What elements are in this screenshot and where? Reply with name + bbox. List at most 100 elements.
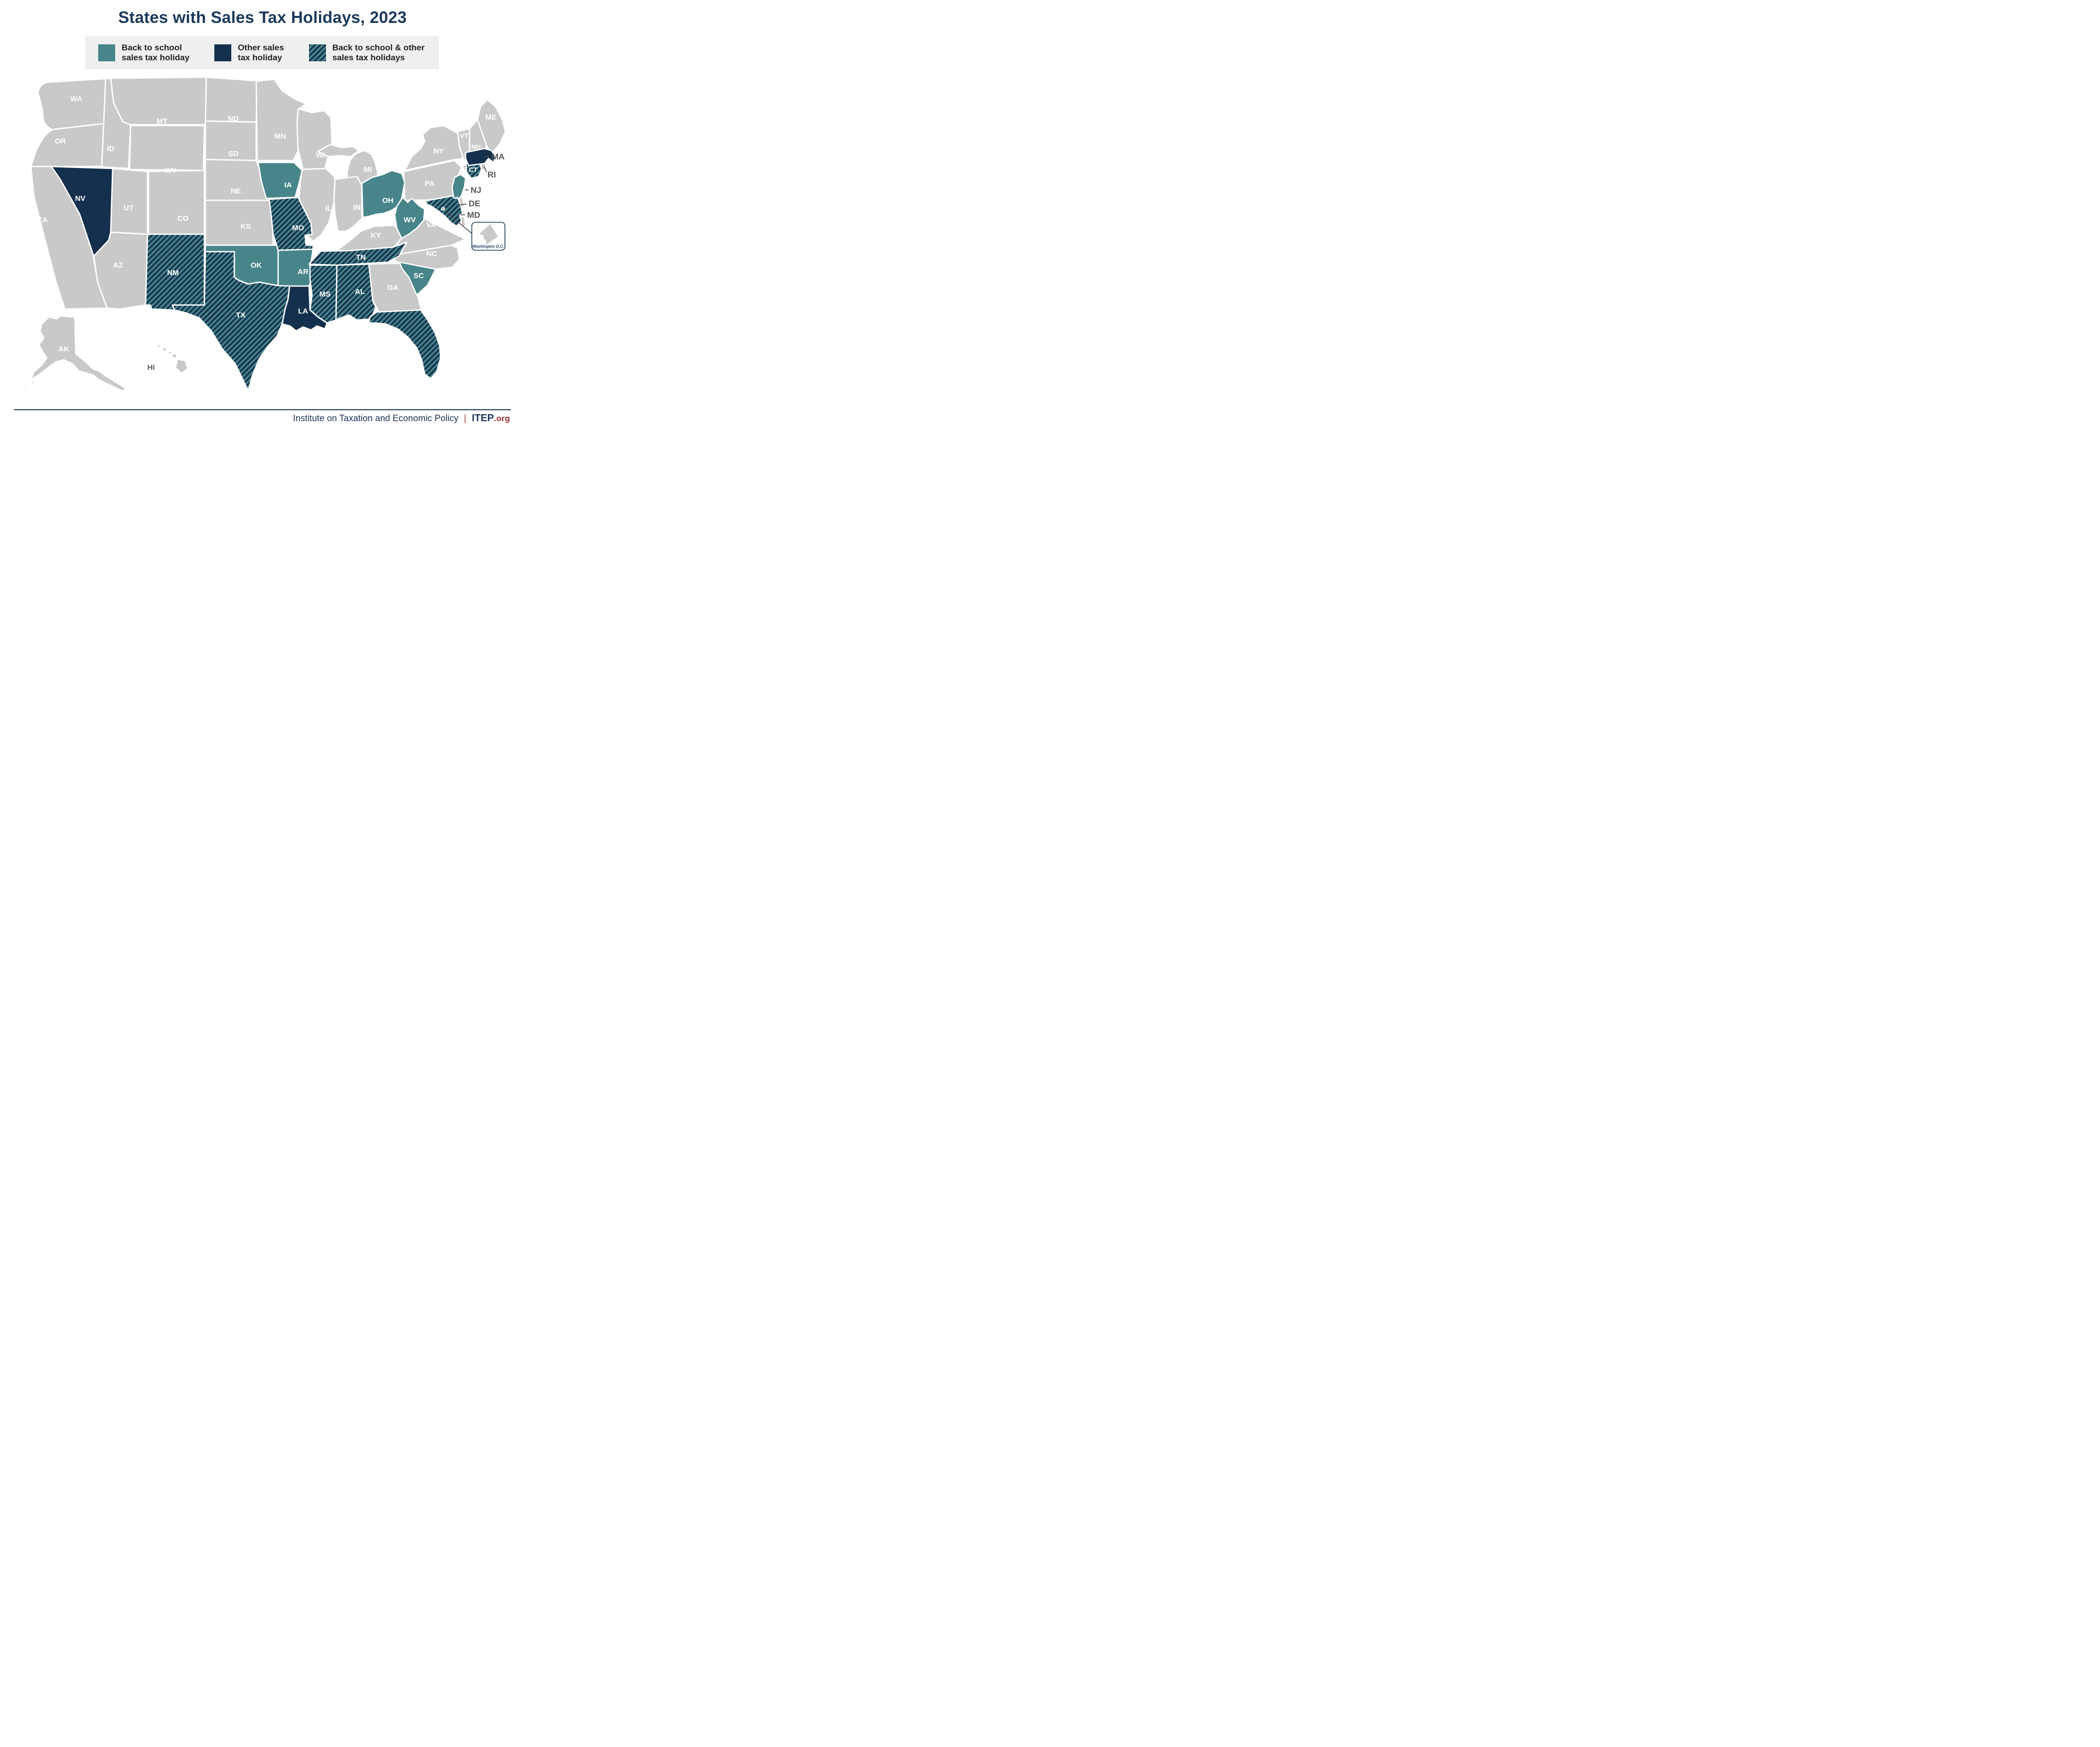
state-label-sc: SC bbox=[414, 272, 424, 280]
state-label-nv: NV bbox=[75, 194, 86, 203]
state-label-pa: PA bbox=[425, 179, 435, 188]
footer: Institute on Taxation and Economic Polic… bbox=[293, 413, 510, 424]
state-ak-island bbox=[23, 384, 28, 388]
state-label-mo: MO bbox=[292, 224, 304, 232]
legend-label-other: Other sales tax holiday bbox=[238, 43, 284, 63]
state-label-ia: IA bbox=[285, 181, 292, 189]
state-tx bbox=[171, 251, 291, 392]
legend-item-other: Other sales tax holiday bbox=[214, 43, 284, 63]
state-label-ca: CA bbox=[37, 216, 48, 224]
dc-dot bbox=[441, 207, 445, 211]
legend-swatch-back-to-school bbox=[98, 44, 115, 61]
state-label-de: DE bbox=[469, 199, 481, 208]
state-mi-upper bbox=[317, 144, 360, 158]
state-la bbox=[281, 285, 328, 332]
state-nv bbox=[50, 165, 114, 257]
legend-label-line: tax holiday bbox=[238, 52, 282, 62]
infographic-page: States with Sales Tax Holidays, 2023 Bac… bbox=[0, 0, 525, 437]
state-label-ut: UT bbox=[124, 204, 134, 212]
state-label-ct: CT bbox=[469, 166, 477, 173]
state-label-ky: KY bbox=[371, 231, 381, 240]
legend-label-both: Back to school & other sales tax holiday… bbox=[332, 43, 425, 63]
state-label-hi: HI bbox=[148, 363, 155, 372]
legend-swatch-other bbox=[214, 44, 232, 61]
state-label-al: AL bbox=[355, 288, 365, 296]
state-label-mi: MI bbox=[364, 165, 372, 174]
state-va-eastern-shore bbox=[460, 215, 467, 228]
state-ny bbox=[404, 125, 464, 171]
state-ma bbox=[465, 148, 496, 166]
legend-label-line: sales tax holiday bbox=[122, 52, 190, 62]
state-label-tx: TX bbox=[236, 311, 245, 319]
legend-swatch-both bbox=[309, 44, 326, 61]
state-label-nm: NM bbox=[167, 269, 178, 277]
footer-divider bbox=[14, 409, 511, 410]
legend-label-line: Back to school & other bbox=[332, 42, 425, 52]
state-ak bbox=[30, 315, 128, 392]
state-label-md: MD bbox=[467, 210, 480, 220]
legend-label-back-to-school: Back to school sales tax holiday bbox=[122, 43, 189, 63]
state-hi-oahu bbox=[162, 346, 167, 352]
state-label-ga: GA bbox=[387, 284, 399, 292]
state-label-va: VA bbox=[426, 221, 436, 229]
state-wy bbox=[129, 125, 205, 171]
state-label-ok: OK bbox=[251, 261, 262, 270]
legend-item-both: Back to school & other sales tax holiday… bbox=[309, 43, 425, 63]
state-label-wv: WV bbox=[404, 216, 416, 224]
state-hi-molokai bbox=[167, 350, 173, 354]
state-ks bbox=[204, 199, 274, 246]
legend-label-line: Back to school bbox=[122, 42, 182, 52]
state-ia bbox=[257, 161, 303, 199]
state-ak-island bbox=[19, 388, 23, 391]
state-label-tn: TN bbox=[356, 253, 366, 262]
state-wi bbox=[296, 108, 333, 170]
state-or bbox=[30, 123, 105, 167]
state-md bbox=[425, 195, 464, 227]
state-wv bbox=[394, 196, 426, 239]
state-label-ma: MA bbox=[491, 152, 504, 161]
state-label-id: ID bbox=[107, 145, 115, 153]
state-label-la: LA bbox=[298, 307, 308, 316]
state-label-ne: NE bbox=[231, 187, 241, 195]
state-nj bbox=[451, 173, 467, 202]
state-label-az: AZ bbox=[113, 261, 123, 270]
state-ak-island bbox=[30, 381, 36, 385]
footer-brand: ITEP bbox=[472, 413, 494, 424]
dc-shape bbox=[480, 224, 498, 245]
state-hi-big-island bbox=[174, 358, 189, 374]
state-label-nd: ND bbox=[228, 115, 239, 123]
state-wa bbox=[37, 78, 107, 131]
legend-label-line: sales tax holidays bbox=[332, 52, 405, 62]
footer-org: Institute on Taxation and Economic Polic… bbox=[293, 413, 459, 423]
state-label-in: IN bbox=[353, 203, 361, 212]
state-label-nc: NC bbox=[426, 250, 437, 258]
state-label-co: CO bbox=[177, 214, 189, 223]
state-label-nh: NH bbox=[472, 143, 481, 151]
footer-brand-suffix: .org bbox=[493, 414, 510, 423]
state-label-or: OR bbox=[55, 137, 66, 146]
state-label-sd: SD bbox=[228, 150, 239, 158]
state-label-ms: MS bbox=[320, 290, 331, 299]
state-in bbox=[333, 175, 363, 232]
dc-inset-label: Washington D.C. bbox=[473, 244, 504, 249]
state-label-vt: VT bbox=[460, 132, 469, 140]
state-label-il: IL bbox=[325, 204, 331, 213]
state-label-wi: WI bbox=[316, 151, 325, 159]
state-label-ny: NY bbox=[434, 147, 444, 156]
dc-callout-line bbox=[444, 210, 472, 234]
state-label-ar: AR bbox=[298, 268, 309, 276]
state-label-ak: AK bbox=[58, 345, 69, 353]
state-fl bbox=[368, 309, 442, 380]
page-title: States with Sales Tax Holidays, 2023 bbox=[118, 8, 407, 26]
state-label-mn: MN bbox=[274, 132, 286, 141]
us-map: WA OR CA NV ID MT WY UT CO AZ NM ND SD N… bbox=[0, 0, 525, 437]
state-label-me: ME bbox=[485, 113, 497, 122]
state-sc bbox=[399, 261, 437, 296]
state-label-mt: MT bbox=[157, 117, 167, 126]
state-co bbox=[148, 169, 205, 235]
legend-label-line: Other sales bbox=[238, 42, 284, 52]
legend: Back to school sales tax holiday Other s… bbox=[85, 36, 439, 69]
dc-inset: Washington D.C. bbox=[471, 222, 505, 251]
de-callout-line bbox=[457, 203, 467, 206]
state-hi-maui bbox=[171, 353, 177, 359]
